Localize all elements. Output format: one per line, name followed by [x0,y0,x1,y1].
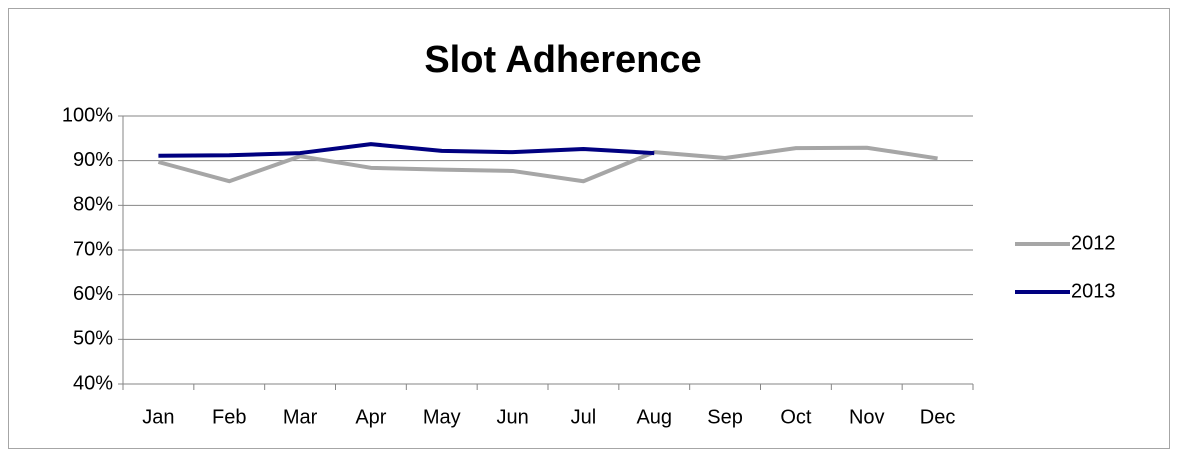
x-tick-label: Nov [849,406,885,428]
x-tick-label: Feb [212,406,246,428]
x-tick-label: Dec [920,406,956,428]
x-tick-label: Aug [636,406,672,428]
y-tick-label: 60% [73,283,113,305]
y-tick-label: 80% [73,194,113,216]
x-tick-label: Apr [355,406,386,428]
y-tick-label: 40% [73,372,113,394]
x-tick-label: Mar [283,406,318,428]
legend-label: 2013 [1071,280,1116,302]
x-tick-label: Jun [496,406,528,428]
chart-title: Slot Adherence [424,39,701,81]
x-tick-label: Jan [142,406,174,428]
x-tick-label: May [423,406,461,428]
chart-frame [8,8,1170,449]
y-tick-label: 50% [73,328,113,350]
x-tick-label: Jul [571,406,597,428]
series-line [158,142,655,158]
y-tick-label: 70% [73,238,113,260]
legend-label: 2012 [1071,232,1116,254]
x-tick-label: Oct [780,406,812,428]
x-tick-label: Sep [707,406,743,428]
series-line [157,145,938,184]
y-tick-label: 90% [73,149,113,171]
y-tick-label: 100% [62,104,113,126]
